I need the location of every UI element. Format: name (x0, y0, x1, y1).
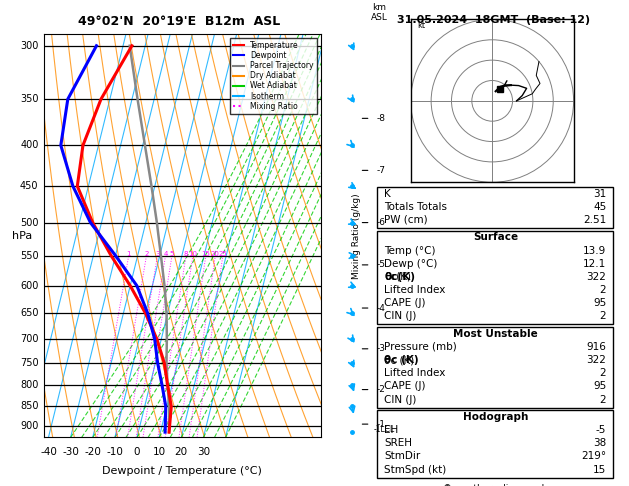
Bar (377, 411, 613, 478)
Text: 219°: 219° (581, 451, 606, 461)
Text: -8: -8 (376, 114, 385, 123)
Text: 2: 2 (599, 395, 606, 404)
Text: 2: 2 (599, 368, 606, 378)
Text: 0: 0 (134, 448, 140, 457)
Text: Mixing Ratio (g/kg): Mixing Ratio (g/kg) (352, 193, 361, 278)
Text: 95: 95 (593, 298, 606, 308)
Text: 20: 20 (175, 448, 188, 457)
Text: StmDir: StmDir (384, 451, 421, 461)
Bar (377, 327, 613, 408)
Text: Lifted Index: Lifted Index (384, 368, 446, 378)
Text: 10: 10 (189, 251, 198, 257)
Text: -1LCL: -1LCL (374, 425, 394, 434)
Text: -2: -2 (376, 385, 385, 394)
Text: SREH: SREH (384, 438, 413, 448)
Text: 30: 30 (197, 448, 210, 457)
Text: 700: 700 (20, 334, 38, 344)
Text: Hodograph: Hodograph (463, 412, 528, 422)
Text: 31.05.2024  18GMT  (Base: 12): 31.05.2024 18GMT (Base: 12) (397, 15, 591, 25)
Text: StmSpd (kt): StmSpd (kt) (384, 465, 447, 474)
Text: -7: -7 (376, 166, 385, 175)
Text: 10: 10 (153, 448, 165, 457)
Text: Dewp (°C): Dewp (°C) (384, 259, 438, 269)
Text: -6: -6 (376, 218, 385, 227)
Text: PW (cm): PW (cm) (384, 215, 428, 225)
Text: Surface: Surface (473, 232, 518, 243)
Text: 1: 1 (126, 251, 131, 257)
Text: 49°02'N  20°19'E  B12m  ASL: 49°02'N 20°19'E B12m ASL (78, 15, 281, 28)
Text: 2.51: 2.51 (583, 215, 606, 225)
Text: kt: kt (417, 20, 425, 30)
Text: 3: 3 (155, 251, 160, 257)
Text: km
ASL: km ASL (370, 2, 387, 22)
Text: CAPE (J): CAPE (J) (384, 298, 426, 308)
Text: 25: 25 (218, 251, 227, 257)
Text: -5: -5 (596, 425, 606, 435)
Text: 15: 15 (201, 251, 210, 257)
Text: 31: 31 (593, 189, 606, 199)
Text: θᴄ(K): θᴄ(K) (384, 272, 411, 282)
Text: 20: 20 (211, 251, 220, 257)
Bar (377, 231, 613, 324)
Text: 322: 322 (586, 272, 606, 282)
Text: © weatheronline.co.uk: © weatheronline.co.uk (443, 485, 547, 486)
Text: 95: 95 (593, 382, 606, 391)
Legend: Temperature, Dewpoint, Parcel Trajectory, Dry Adiabat, Wet Adiabat, Isotherm, Mi: Temperature, Dewpoint, Parcel Trajectory… (230, 38, 317, 114)
Text: CIN (J): CIN (J) (384, 312, 417, 321)
Text: 300: 300 (20, 41, 38, 51)
Text: Temp (°C): Temp (°C) (384, 245, 436, 256)
Text: 916: 916 (586, 342, 606, 352)
Text: -4: -4 (376, 304, 385, 312)
Text: CIN (J): CIN (J) (384, 395, 417, 404)
Text: 12.1: 12.1 (583, 259, 606, 269)
Text: 500: 500 (20, 218, 38, 227)
Text: 13.9: 13.9 (583, 245, 606, 256)
Text: -20: -20 (84, 448, 101, 457)
Text: CAPE (J): CAPE (J) (384, 382, 426, 391)
Text: -3: -3 (376, 344, 385, 353)
Text: Pressure (mb): Pressure (mb) (384, 342, 457, 352)
Text: 2: 2 (599, 312, 606, 321)
Text: 600: 600 (20, 281, 38, 291)
Text: θᴄ(K): θᴄ(K) (384, 272, 416, 282)
Text: 400: 400 (20, 140, 38, 150)
Text: Dewpoint / Temperature (°C): Dewpoint / Temperature (°C) (103, 466, 262, 476)
Text: -40: -40 (40, 448, 57, 457)
Text: 5: 5 (170, 251, 174, 257)
Text: -10: -10 (106, 448, 123, 457)
Text: 750: 750 (20, 358, 38, 368)
Text: hPa: hPa (12, 231, 32, 241)
Text: 8: 8 (184, 251, 188, 257)
Text: 45: 45 (593, 202, 606, 212)
Text: 450: 450 (20, 181, 38, 191)
Text: 350: 350 (20, 94, 38, 104)
Text: -1: -1 (376, 419, 385, 429)
Text: 900: 900 (20, 421, 38, 431)
Bar (377, 187, 613, 228)
Text: θᴄ (K): θᴄ (K) (384, 355, 415, 365)
Text: Most Unstable: Most Unstable (453, 329, 538, 339)
Text: 2: 2 (144, 251, 148, 257)
Text: 850: 850 (20, 401, 38, 411)
Text: 15: 15 (593, 465, 606, 474)
Text: 38: 38 (593, 438, 606, 448)
Text: Totals Totals: Totals Totals (384, 202, 447, 212)
Text: 800: 800 (20, 380, 38, 390)
Text: 4: 4 (164, 251, 168, 257)
Text: 550: 550 (20, 251, 38, 260)
Text: EH: EH (384, 425, 399, 435)
Text: -5: -5 (376, 260, 385, 269)
Text: θᴄ (K): θᴄ (K) (384, 355, 419, 365)
Text: K: K (384, 189, 391, 199)
Text: 322: 322 (586, 355, 606, 365)
Text: -30: -30 (62, 448, 79, 457)
Text: Lifted Index: Lifted Index (384, 285, 446, 295)
Text: 650: 650 (20, 309, 38, 318)
Text: 2: 2 (599, 285, 606, 295)
